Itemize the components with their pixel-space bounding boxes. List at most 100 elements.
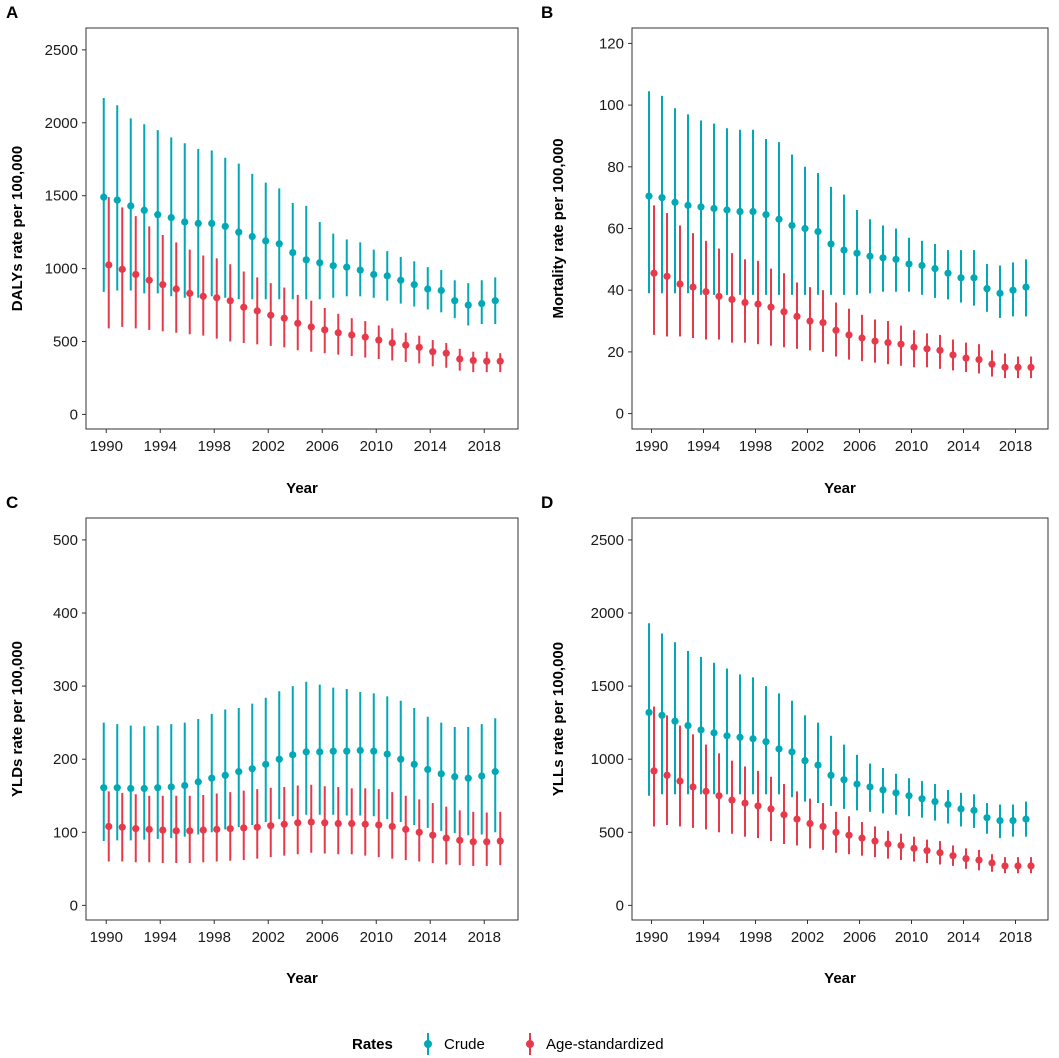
y-axis-title: Mortality rate per 100,000 — [550, 138, 567, 318]
data-point — [754, 802, 762, 810]
data-point — [321, 819, 329, 827]
data-point — [762, 211, 770, 219]
data-point — [118, 823, 126, 831]
data-point — [496, 357, 504, 365]
data-point — [728, 295, 736, 304]
data-point — [334, 819, 342, 828]
data-point — [199, 292, 207, 300]
x-tick-label: 1994 — [144, 438, 177, 455]
data-point — [348, 819, 356, 828]
data-point — [154, 784, 162, 792]
data-point — [775, 745, 783, 753]
data-point — [437, 286, 445, 295]
data-point — [113, 196, 121, 204]
series-age-standardized — [105, 197, 504, 373]
y-tick-label: 80 — [607, 159, 624, 176]
data-point — [302, 748, 310, 756]
data-point — [923, 345, 931, 353]
data-point — [167, 783, 175, 791]
data-point — [307, 818, 315, 826]
data-point — [294, 819, 302, 827]
data-point — [1001, 862, 1009, 870]
x-tick-label: 2010 — [895, 438, 928, 455]
data-point — [221, 222, 229, 230]
data-point — [186, 289, 194, 297]
x-tick-label: 1998 — [198, 929, 231, 946]
data-point — [897, 841, 905, 850]
panel-letter: A — [6, 3, 18, 22]
data-point — [741, 298, 749, 307]
data-point — [275, 240, 283, 248]
data-point — [397, 755, 405, 763]
x-tick-label: 1994 — [687, 438, 720, 455]
data-point — [970, 274, 978, 282]
data-point — [442, 834, 450, 842]
data-point — [827, 771, 835, 779]
data-point — [827, 240, 835, 248]
x-tick-label: 2010 — [360, 438, 393, 455]
x-tick-label: 2010 — [895, 929, 928, 946]
data-point — [348, 331, 356, 339]
data-point — [949, 852, 957, 860]
data-point — [806, 819, 814, 828]
data-point — [289, 248, 297, 257]
series-crude — [645, 623, 1030, 839]
data-point — [167, 213, 175, 222]
data-point — [483, 838, 491, 846]
data-point — [871, 837, 879, 845]
x-axis-title: Year — [824, 970, 856, 987]
data-point — [437, 770, 445, 778]
data-point — [658, 711, 666, 719]
x-tick-label: 2002 — [252, 929, 285, 946]
data-point — [456, 836, 464, 844]
y-tick-label: 120 — [599, 35, 624, 52]
data-point — [944, 269, 952, 277]
data-point — [451, 297, 459, 305]
y-tick-label: 100 — [599, 97, 624, 114]
data-point — [957, 274, 965, 282]
data-point — [343, 263, 351, 271]
data-point — [918, 795, 926, 803]
data-point — [684, 201, 692, 209]
data-point — [728, 796, 736, 804]
data-point — [1001, 363, 1009, 371]
data-point — [663, 771, 671, 779]
data-point — [361, 333, 369, 341]
y-tick-label: 2000 — [45, 115, 78, 132]
data-point — [105, 822, 113, 831]
data-point — [988, 360, 996, 368]
x-tick-label: 2018 — [999, 438, 1032, 455]
data-point — [267, 822, 275, 830]
data-point — [1009, 286, 1017, 294]
data-point — [154, 211, 162, 219]
data-point — [845, 331, 853, 339]
data-point — [410, 281, 418, 289]
data-point — [213, 294, 221, 302]
data-point — [936, 849, 944, 857]
data-point — [375, 336, 383, 344]
data-point — [240, 303, 248, 311]
plot-frame — [85, 27, 519, 430]
data-point — [213, 825, 221, 833]
data-point — [702, 288, 710, 296]
data-point — [402, 341, 410, 349]
data-point — [884, 339, 892, 347]
series-age-standardized — [650, 706, 1035, 874]
data-point — [159, 826, 167, 834]
x-tick-label: 2006 — [843, 438, 876, 455]
data-point — [879, 254, 887, 262]
data-point — [172, 285, 180, 293]
data-point — [697, 726, 705, 734]
data-point — [650, 767, 658, 775]
data-point — [118, 265, 126, 273]
x-axis-title: Year — [286, 970, 318, 987]
data-point — [415, 828, 423, 836]
data-point — [905, 260, 913, 268]
data-point — [689, 783, 697, 791]
data-point — [469, 356, 477, 365]
data-point — [145, 825, 153, 833]
data-point — [736, 733, 744, 741]
data-point — [910, 844, 918, 852]
data-point — [749, 735, 757, 743]
data-point — [478, 299, 486, 308]
